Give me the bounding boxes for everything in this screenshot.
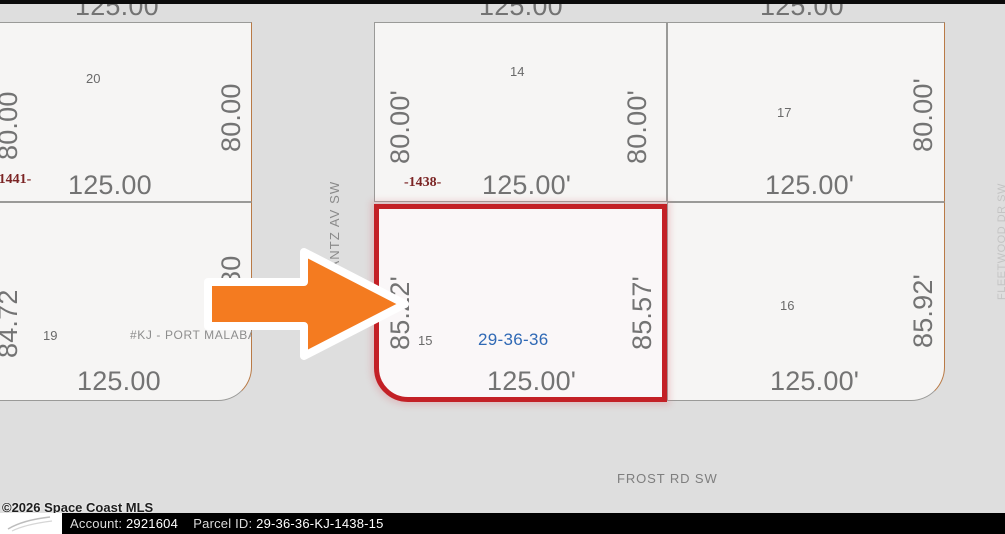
dim-lot20-bottom: 125.00 bbox=[68, 170, 152, 200]
parcel-lot-16[interactable] bbox=[667, 202, 945, 401]
block-label-1441: -1441- bbox=[0, 172, 32, 187]
dim-lot19-left: 84.72 bbox=[0, 289, 23, 358]
parcel-id-label: Parcel ID: bbox=[193, 516, 253, 531]
dim-lot14-bottom: 125.00' bbox=[482, 170, 572, 200]
bird-logo-icon bbox=[7, 516, 53, 532]
account-value: 2921604 bbox=[126, 516, 179, 531]
street-label-right-edge-faint: FLEETWOOD DR SW bbox=[996, 183, 1005, 300]
lot-number-19: 19 bbox=[43, 328, 58, 343]
status-bar-text: Account: 2921604 Parcel ID: 29-36-36-KJ-… bbox=[70, 516, 384, 531]
copyright-notice: ©2026 Space Coast MLS bbox=[2, 500, 154, 515]
dim-lot20-top: 125.00 bbox=[75, 0, 159, 21]
parcel-lot-17[interactable] bbox=[667, 22, 945, 202]
dim-lot16-right: 85.92' bbox=[908, 274, 938, 348]
dim-lot14-left: 80.00' bbox=[385, 90, 415, 164]
orange-pointer-arrow bbox=[204, 248, 409, 360]
mls-logo-watermark bbox=[0, 513, 62, 534]
dim-lot16-bottom: 125.00' bbox=[770, 366, 860, 396]
dim-lot14-top: 125.00 bbox=[479, 0, 563, 21]
street-label-frost-rd-sw: FROST RD SW bbox=[617, 471, 718, 486]
parcel-lot-14[interactable] bbox=[374, 22, 667, 202]
dim-lot17-bottom: 125.00' bbox=[765, 170, 855, 200]
parcel-lot-20[interactable] bbox=[0, 22, 252, 202]
block-label-1438: -1438- bbox=[404, 175, 442, 190]
lot-number-14: 14 bbox=[510, 64, 525, 79]
road-frost-rd-sw bbox=[0, 401, 1005, 511]
dim-lot20-right: 80.00 bbox=[216, 83, 246, 152]
dim-lot15-right: 85.57' bbox=[627, 276, 657, 350]
lot-number-20: 20 bbox=[86, 71, 101, 86]
dim-lot14-right: 80.00' bbox=[622, 90, 652, 164]
dim-lot19-bottom: 125.00 bbox=[77, 366, 161, 396]
lot-number-17: 17 bbox=[777, 105, 792, 120]
dim-lot17-top: 125.00 bbox=[760, 0, 844, 21]
lot-number-15: 15 bbox=[418, 333, 433, 348]
parcel-id-value: 29-36-36-KJ-1438-15 bbox=[256, 516, 384, 531]
dim-lot15-bottom: 125.00' bbox=[487, 366, 577, 396]
lot-number-16: 16 bbox=[780, 298, 795, 313]
top-black-strip bbox=[0, 0, 1005, 4]
section-township-range-label: 29-36-36 bbox=[478, 330, 549, 349]
status-bar: Account: 2921604 Parcel ID: 29-36-36-KJ-… bbox=[0, 513, 1005, 534]
dim-lot20-left: 80.00 bbox=[0, 91, 23, 160]
account-label: Account: bbox=[70, 516, 123, 531]
dim-lot17-right: 80.00' bbox=[908, 78, 938, 152]
